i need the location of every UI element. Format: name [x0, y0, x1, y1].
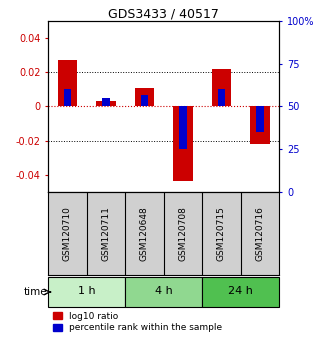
Text: GSM120710: GSM120710: [63, 206, 72, 261]
FancyBboxPatch shape: [48, 277, 125, 307]
Bar: [212, 69, 231, 107]
Bar: [250, 107, 270, 144]
Text: GSM120716: GSM120716: [256, 206, 265, 261]
Bar: [218, 90, 225, 107]
Bar: [256, 107, 264, 132]
FancyBboxPatch shape: [202, 277, 279, 307]
Text: 4 h: 4 h: [155, 286, 173, 296]
Bar: [96, 101, 116, 107]
Text: GSM120648: GSM120648: [140, 206, 149, 261]
Text: 24 h: 24 h: [228, 286, 253, 296]
Bar: [179, 107, 187, 149]
Bar: [173, 107, 193, 182]
Text: time: time: [24, 287, 48, 297]
Bar: [102, 98, 110, 107]
Text: GSM120708: GSM120708: [178, 206, 187, 261]
Title: GDS3433 / 40517: GDS3433 / 40517: [108, 7, 219, 20]
Text: GSM120715: GSM120715: [217, 206, 226, 261]
Text: 1 h: 1 h: [78, 286, 95, 296]
Legend: log10 ratio, percentile rank within the sample: log10 ratio, percentile rank within the …: [53, 312, 222, 332]
Bar: [141, 95, 148, 107]
Bar: [64, 90, 71, 107]
FancyBboxPatch shape: [125, 277, 202, 307]
Bar: [135, 88, 154, 107]
Text: GSM120711: GSM120711: [101, 206, 110, 261]
Bar: [58, 61, 77, 107]
